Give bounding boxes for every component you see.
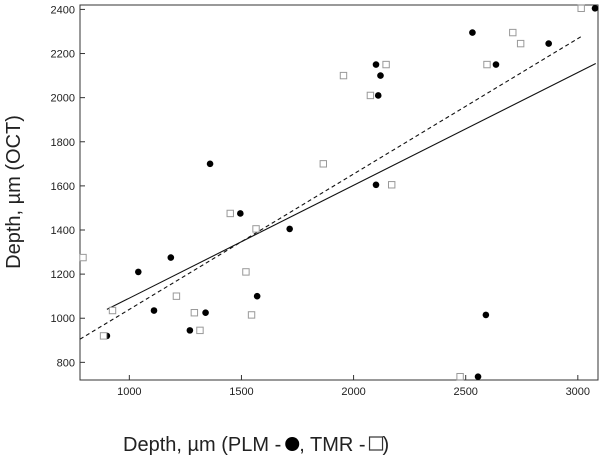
plm-point [202,309,209,317]
plm-point [237,210,244,217]
plm-point [206,160,214,168]
fit-line-solid [106,62,597,310]
x-axis-label: Depth, µm (PLM - , TMR - ) [123,434,389,456]
tmr-point [226,209,234,218]
y-tick-label: 1600 [51,181,75,193]
y-tick-label: 1800 [51,137,75,149]
plm-point [545,40,552,47]
plm-point [135,268,142,276]
tmr-point [190,309,199,317]
plm-point [482,311,490,319]
plm-point [253,292,261,300]
tmr-point [196,326,204,335]
plm-point [167,254,175,261]
y-tick-label: 1200 [51,269,75,281]
y-tick-label: 2400 [51,4,75,16]
plm-point [374,92,382,99]
x-tick-label: 2000 [341,386,365,398]
y-tick-label: 800 [57,357,75,369]
y-axis-ticks: 800 1000 1200 1400 1600 1800 2000 2200 2400 [51,4,85,369]
tmr-point [108,306,117,315]
plm-point [286,225,293,233]
y-tick-label: 2000 [51,93,75,105]
x-tick-label: 1000 [117,386,141,398]
plm-point [591,5,599,12]
x-axis-label-part-3: ) [383,434,390,456]
tmr-point [516,39,525,48]
tmr-point [252,225,260,233]
x-axis-label-part-2: , TMR - [299,434,365,456]
tmr-point [509,28,517,37]
data-points [79,4,599,381]
plm-point [372,181,380,189]
plm-point [469,29,476,36]
x-axis-label-part-1: Depth, µm (PLM - [123,434,281,456]
plm-point [372,61,380,68]
tmr-point [339,71,348,80]
plm-point [474,373,482,380]
tmr-point [247,311,256,319]
plot-frame [79,4,599,381]
tmr-point [172,292,181,300]
x-axis-ticks: 1000 1500 2000 2500 3000 [117,375,590,398]
x-tick-label: 1500 [229,386,253,398]
plm-point [492,61,500,68]
tmr-point [79,253,87,262]
tmr-point [242,268,250,276]
tmr-point [483,60,491,69]
y-tick-label: 1400 [51,225,75,237]
x-tick-label: 2500 [453,386,477,398]
y-tick-label: 1000 [51,313,75,325]
tmr-point [366,91,375,100]
tmr-point [577,4,585,13]
plm-point [186,327,194,334]
tmr-point [387,181,396,189]
legend-open-square-marker [368,436,384,451]
y-tick-label: 2200 [51,49,75,61]
tmr-point [319,160,328,168]
fit-line-dashed [79,35,583,340]
tmr-point [456,372,464,381]
legend-filled-circle-marker [285,437,300,451]
fit-lines [79,35,597,340]
tmr-point [382,60,390,69]
plm-point [377,72,384,79]
plm-point [150,307,158,314]
x-tick-label: 3000 [566,386,590,398]
y-axis-label: Depth, µm (OCT) [3,115,25,269]
tmr-point [99,332,108,340]
